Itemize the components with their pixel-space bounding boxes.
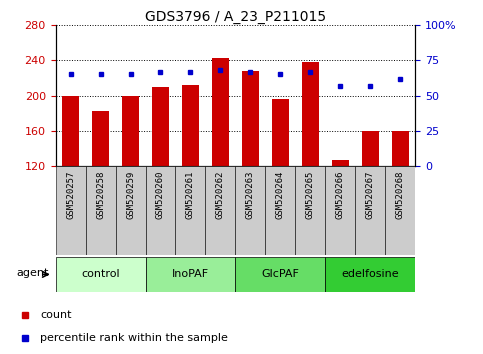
FancyBboxPatch shape [296, 166, 326, 255]
Bar [92, 110, 109, 166]
Text: control: control [81, 269, 120, 279]
Text: GSM520260: GSM520260 [156, 171, 165, 219]
Text: GSM520262: GSM520262 [216, 171, 225, 219]
Text: GSM520268: GSM520268 [396, 171, 405, 219]
Text: GSM520267: GSM520267 [366, 171, 375, 219]
Text: edelfosine: edelfosine [341, 269, 399, 279]
FancyBboxPatch shape [385, 166, 415, 255]
Text: GSM520266: GSM520266 [336, 171, 345, 219]
Bar [122, 96, 139, 166]
FancyBboxPatch shape [56, 166, 85, 255]
FancyBboxPatch shape [175, 166, 205, 255]
Text: InoPAF: InoPAF [172, 269, 209, 279]
Bar [212, 57, 229, 166]
Text: percentile rank within the sample: percentile rank within the sample [40, 333, 228, 343]
Bar [332, 160, 349, 166]
Text: GSM520263: GSM520263 [246, 171, 255, 219]
Bar [152, 87, 169, 166]
Bar [62, 96, 79, 166]
Bar [362, 131, 379, 166]
FancyBboxPatch shape [115, 166, 145, 255]
Bar [182, 85, 199, 166]
Text: count: count [40, 310, 71, 320]
FancyBboxPatch shape [236, 166, 266, 255]
FancyBboxPatch shape [145, 166, 175, 255]
Text: GlcPAF: GlcPAF [261, 269, 299, 279]
FancyBboxPatch shape [145, 257, 236, 292]
FancyBboxPatch shape [85, 166, 115, 255]
FancyBboxPatch shape [266, 166, 296, 255]
Text: GSM520258: GSM520258 [96, 171, 105, 219]
Text: GSM520257: GSM520257 [66, 171, 75, 219]
Bar [392, 131, 409, 166]
FancyBboxPatch shape [326, 257, 415, 292]
Text: GSM520259: GSM520259 [126, 171, 135, 219]
Title: GDS3796 / A_23_P211015: GDS3796 / A_23_P211015 [145, 10, 326, 24]
Text: GSM520264: GSM520264 [276, 171, 285, 219]
FancyBboxPatch shape [205, 166, 236, 255]
FancyBboxPatch shape [355, 166, 385, 255]
Bar [272, 99, 289, 166]
Text: GSM520265: GSM520265 [306, 171, 315, 219]
Bar [242, 71, 259, 166]
Text: agent: agent [16, 268, 49, 278]
Text: GSM520261: GSM520261 [186, 171, 195, 219]
FancyBboxPatch shape [56, 257, 145, 292]
FancyBboxPatch shape [326, 166, 355, 255]
Bar [302, 62, 319, 166]
FancyBboxPatch shape [236, 257, 326, 292]
